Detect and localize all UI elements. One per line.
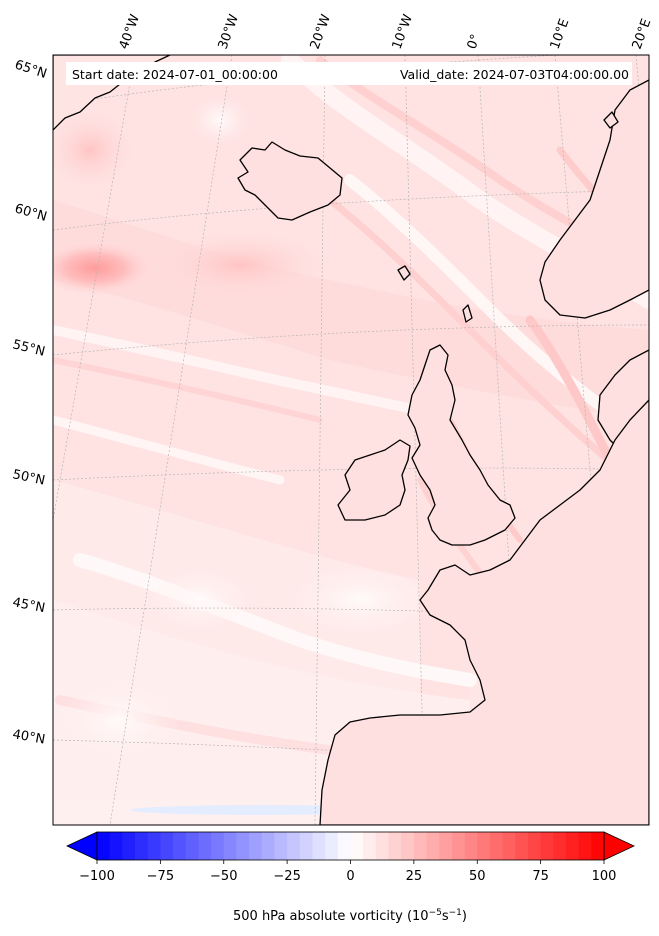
colorbar-cell (363, 832, 377, 860)
colorbar-tick-label: 75 (532, 869, 549, 884)
colorbar-cell (515, 832, 529, 860)
lat-label: 55°N (11, 337, 46, 359)
lat-label: 40°N (11, 727, 46, 747)
colorbar-cell (109, 832, 123, 860)
lat-label: 50°N (11, 467, 46, 488)
colorbar-cell (249, 832, 263, 860)
colorbar-cell (578, 832, 592, 860)
colorbar-cell (198, 832, 212, 860)
colorbar-tick-label: 0 (346, 869, 354, 884)
colorbar-cell (388, 832, 402, 860)
colorbar-cell (401, 832, 415, 860)
colorbar-tick-label: −25 (273, 869, 300, 884)
colorbar-extend-high (603, 831, 635, 861)
colorbar-cell (312, 832, 326, 860)
colorbar-tick-label: −75 (147, 869, 174, 884)
lon-label: 0° (465, 32, 484, 51)
colorbar-cell (464, 832, 478, 860)
colorbar-tick-label: 50 (469, 869, 486, 884)
colorbar-cell (135, 832, 149, 860)
colorbar-cell (375, 832, 389, 860)
colorbar-cells (97, 832, 605, 860)
colorbar-cell (489, 832, 503, 860)
colorbar-cell (173, 832, 187, 860)
lon-label: 20°W (308, 12, 334, 51)
colorbar-cell (160, 832, 174, 860)
colorbar-cell (325, 832, 339, 860)
colorbar-cell (350, 832, 364, 860)
lon-label: 10°W (390, 12, 416, 51)
colorbar-cell (502, 832, 516, 860)
colorbar-cell (236, 832, 250, 860)
start-date-label: Start date: 2024-07-01_00:00:00 (72, 67, 278, 82)
colorbar-cell (287, 832, 301, 860)
colorbar-tick-label: −50 (210, 869, 237, 884)
colorbar-cell (565, 832, 580, 860)
colorbar-cell (274, 832, 288, 860)
latitude-labels: 65°N 60°N 55°N 50°N 45°N 40°N (11, 58, 49, 748)
colorbar-cell (477, 832, 491, 860)
lon-label: 30°W (216, 12, 242, 51)
colorbar-cell (451, 832, 465, 860)
longitude-labels: 40°W 30°W 20°W 10°W 0° 10°E 20°E (117, 12, 655, 51)
colorbar-cell (223, 832, 237, 860)
header-box (66, 62, 632, 85)
colorbar-cell (122, 832, 136, 860)
lat-label: 60°N (13, 201, 49, 224)
lon-label: 20°E (630, 17, 655, 52)
colorbar-cell (591, 832, 605, 860)
colorbar-cell (211, 832, 225, 860)
colorbar-extend-low (66, 831, 98, 861)
colorbar-cell (299, 832, 313, 860)
colorbar-cell (261, 832, 275, 860)
colorbar-cell (97, 832, 111, 860)
vorticity-field (53, 55, 649, 825)
colorbar-cell (413, 832, 427, 860)
colorbar-cell (540, 832, 554, 860)
colorbar-cell (337, 832, 351, 860)
colorbar-cell (147, 832, 161, 860)
map-frame (52, 54, 650, 826)
colorbar-ticks: −100 −75 −50 −25 0 25 50 75 100 (79, 860, 616, 884)
valid-date-label: Valid_date: 2024-07-03T04:00:00.00 (400, 67, 629, 82)
lon-label: 10°E (548, 17, 573, 52)
lon-label: 40°W (117, 12, 143, 51)
colorbar-tick-label: 100 (592, 869, 617, 884)
lat-label: 65°N (13, 58, 49, 82)
colorbar-cell (527, 832, 542, 860)
lat-label: 45°N (11, 595, 46, 616)
colorbar: −100 −75 −50 −25 0 25 50 75 100 (66, 831, 635, 884)
colorbar-tick-label: −100 (79, 869, 115, 884)
colorbar-cell (185, 832, 199, 860)
colorbar-tick-label: 25 (406, 869, 423, 884)
colorbar-cell (553, 832, 567, 860)
colorbar-cell (439, 832, 453, 860)
colorbar-label: 500 hPa absolute vorticity (10−5s−1) (233, 908, 467, 924)
colorbar-cell (426, 832, 440, 860)
